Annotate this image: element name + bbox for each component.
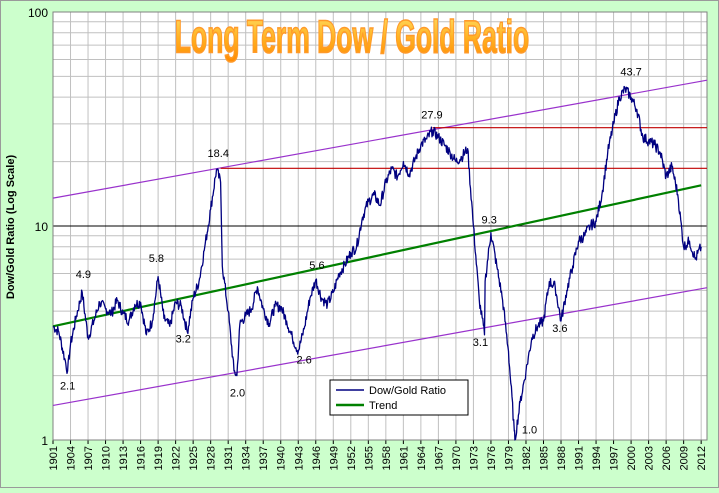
data-label: 5.6 (309, 260, 324, 272)
data-label: 2.1 (60, 381, 75, 393)
x-tick-label: 1973 (468, 446, 480, 470)
data-label: 2.0 (230, 387, 245, 399)
x-tick-label: 2009 (679, 446, 691, 470)
x-tick-label: 1925 (188, 446, 200, 470)
x-tick-label: 1988 (556, 446, 568, 470)
lower-channel (52, 287, 708, 407)
y-axis-label: Dow/Gold Ratio (Log Scale) (5, 155, 17, 300)
x-tick-label: 1961 (398, 446, 410, 470)
x-tick-label: 1982 (521, 446, 533, 470)
x-tick-label: 1964 (416, 446, 428, 470)
annotations: 4.9 2.1 5.8 3.2 18.4 2.0 2.6 5.6 27.9 9.3 3.1 3.6 1.… (60, 66, 642, 436)
x-tick-label: 1901 (48, 446, 60, 470)
upper-channel (52, 79, 708, 199)
legend: Dow/Gold Ratio Trend (329, 379, 469, 416)
x-tick-label: 1946 (311, 446, 323, 470)
grid (52, 12, 707, 440)
data-label: 2.6 (296, 354, 311, 366)
series (52, 85, 702, 441)
chart-title: Long Term Dow / Gold Ratio (175, 11, 529, 62)
x-tick-label: 1943 (293, 446, 305, 470)
x-tick-label: 1958 (381, 446, 393, 470)
data-label: 3.6 (552, 323, 567, 335)
x-tick-label: 2003 (644, 446, 656, 470)
x-tick-label: 1934 (241, 446, 253, 470)
x-tick-label: 1910 (101, 446, 113, 470)
x-tick-label: 1916 (136, 446, 148, 470)
data-label: 3.1 (473, 337, 488, 349)
reference-lines (52, 79, 708, 407)
dow-gold-ratio-line (52, 85, 702, 441)
x-tick-label: 1979 (503, 446, 515, 470)
trend-line (52, 184, 702, 328)
plot-border (52, 11, 708, 441)
data-label: 3.2 (176, 334, 191, 346)
x-tick-label: 1928 (206, 446, 218, 470)
x-tick-label: 1994 (591, 446, 603, 470)
x-tick-label: 1907 (83, 446, 95, 470)
data-label: 1.0 (522, 425, 537, 437)
x-tick-label: 1997 (609, 446, 621, 470)
legend-label-trend: Trend (369, 400, 397, 412)
legend-box (329, 379, 469, 416)
data-label: 9.3 (482, 214, 497, 226)
y-tick-label: 1 (41, 434, 48, 448)
y-tick-label: 100 (28, 6, 48, 20)
x-tick-label: 1970 (451, 446, 463, 470)
x-tick-label: 1985 (539, 446, 551, 470)
y-tick-label: 10 (35, 220, 49, 234)
x-tick-label: 1904 (66, 446, 78, 470)
x-tick-label: 1937 (258, 446, 270, 470)
x-tick-label: 1913 (118, 446, 130, 470)
data-label: 4.9 (76, 269, 91, 281)
x-tick-label: 1940 (276, 446, 288, 470)
x-tick-label: 1919 (153, 446, 165, 470)
x-tick-label: 1976 (486, 446, 498, 470)
x-tick-label: 2000 (626, 446, 638, 470)
x-tick-label: 1952 (346, 446, 358, 470)
x-tick-label: 2012 (696, 446, 708, 470)
data-label: 43.7 (620, 66, 641, 78)
x-tick-label: 1922 (171, 446, 183, 470)
x-tick-label: 1955 (363, 446, 375, 470)
x-tick-label: 1931 (223, 446, 235, 470)
data-label: 5.8 (149, 253, 164, 265)
x-tick-label: 1949 (328, 446, 340, 470)
x-tick-label: 1967 (433, 446, 445, 470)
data-label: 18.4 (208, 148, 229, 160)
legend-label-ratio: Dow/Gold Ratio (369, 385, 446, 397)
x-tick-label: 1991 (574, 446, 586, 470)
x-tick-label: 2006 (661, 446, 673, 470)
data-label: 27.9 (421, 109, 442, 121)
